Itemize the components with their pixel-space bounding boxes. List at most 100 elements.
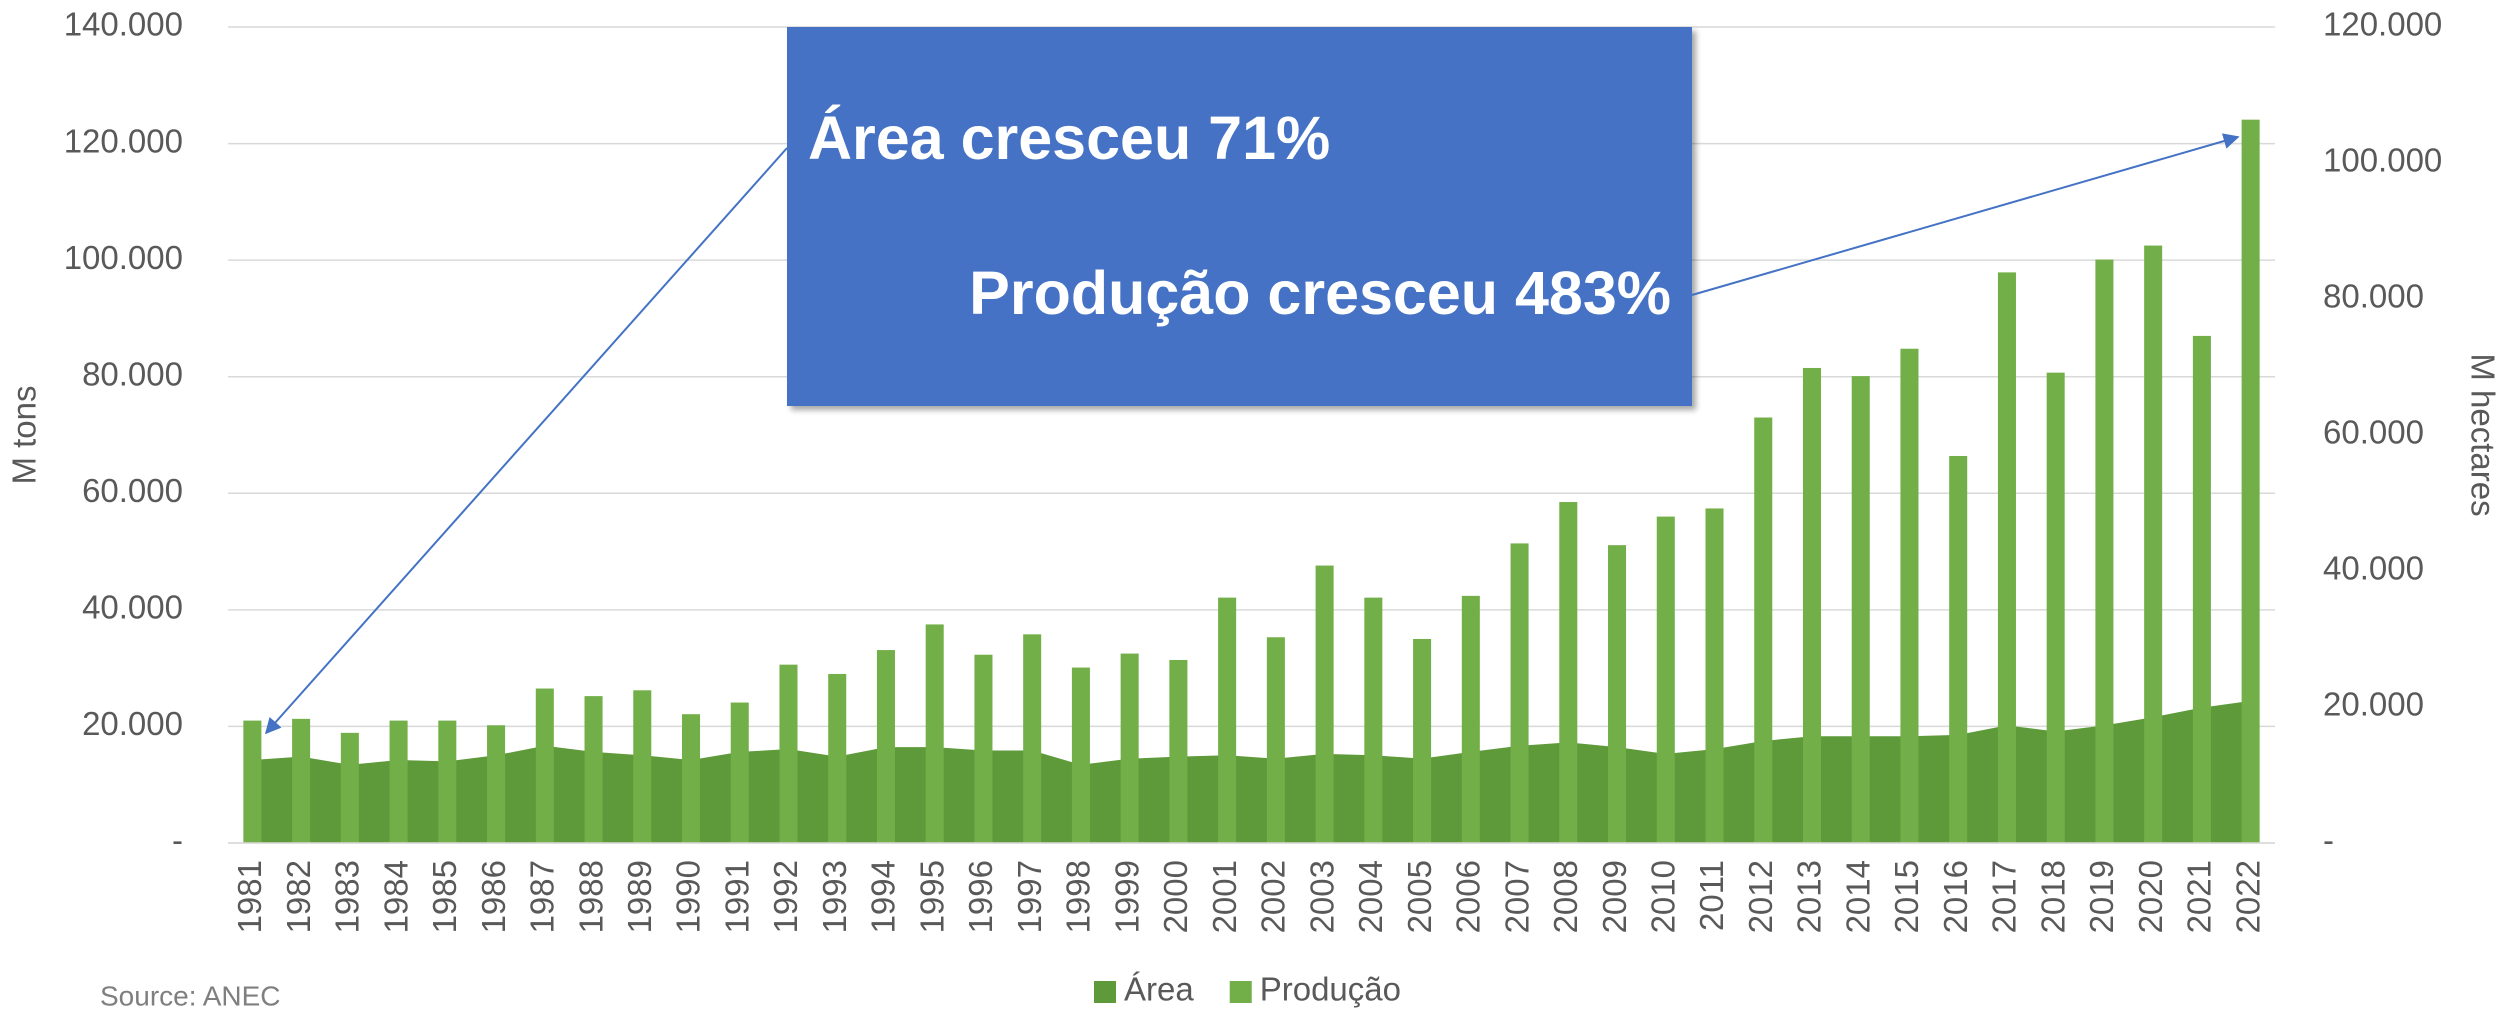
bar (2144, 245, 2163, 844)
bar (243, 720, 262, 843)
y2-tick-label: 100.000 (2323, 142, 2442, 179)
y-axis-title: M tons (6, 385, 43, 484)
x-tick-label: 2020 (2132, 860, 2169, 933)
x-tick-label: 2016 (1937, 860, 1974, 933)
arrow (264, 147, 788, 735)
x-tick-label: 2006 (1450, 860, 1487, 933)
x-tick-label: 1994 (865, 860, 902, 933)
x-tick-label: 1999 (1108, 860, 1145, 933)
bar (584, 696, 603, 843)
x-tick-label: 1984 (377, 860, 414, 933)
bar (1559, 502, 1578, 843)
bar (876, 650, 895, 843)
y-tick-label: 40.000 (82, 589, 183, 626)
x-tick-label: 2014 (1839, 860, 1876, 933)
x-tick-label: 1993 (816, 860, 853, 933)
x-tick-label: 1983 (329, 860, 366, 933)
legend-swatch (1094, 981, 1116, 1003)
bar (779, 664, 798, 843)
y-tick-label: 140.000 (64, 6, 183, 43)
bar (1656, 516, 1675, 843)
x-tick-label: 1981 (231, 860, 268, 933)
y2-tick-label: 40.000 (2323, 550, 2424, 587)
x-tick-label: 2003 (1303, 860, 1340, 933)
x-tick-label: 1986 (475, 860, 512, 933)
x-tick-label: 2004 (1352, 860, 1389, 933)
x-tick-label: 2001 (1206, 860, 1243, 933)
x-tick-label: 2013 (1791, 860, 1828, 933)
x-tick-label: 1992 (767, 860, 804, 933)
y-tick-label: 100.000 (64, 239, 183, 276)
bar (1461, 595, 1480, 843)
bar (1266, 637, 1285, 843)
bar (1949, 455, 1968, 843)
bar (438, 720, 457, 843)
y-tick-label: 120.000 (64, 122, 183, 159)
bar (1023, 634, 1042, 843)
bar (1120, 653, 1139, 843)
bar (1510, 543, 1529, 843)
x-tick-label: 1982 (280, 860, 317, 933)
y2-tick-label: 20.000 (2323, 686, 2424, 723)
legend-swatch (1229, 981, 1252, 1003)
x-tick-label: 2009 (1596, 860, 1633, 933)
x-tick-label: 2005 (1401, 860, 1438, 933)
bar (292, 718, 311, 843)
x-tick-label: 1991 (718, 860, 755, 933)
x-tick-label: 2017 (1986, 860, 2023, 933)
bar (2095, 259, 2114, 843)
annotation: Produção cresceu 483% (969, 259, 1671, 327)
bar (1315, 565, 1334, 843)
bar (828, 673, 847, 843)
y2-tick-label: - (2323, 822, 2334, 859)
y-tick-label: 80.000 (82, 355, 183, 392)
x-tick-label: 2012 (1742, 860, 1779, 933)
x-tick-label: 2021 (2181, 860, 2218, 933)
bar (1997, 272, 2016, 844)
bar (2241, 119, 2260, 843)
x-tick-label: 2007 (1498, 860, 1535, 933)
bar (2046, 372, 2065, 843)
legend-label: Produção (1260, 971, 1401, 1008)
bar (340, 732, 359, 843)
x-tick-label: 1988 (572, 860, 609, 933)
bar (1754, 417, 1773, 843)
y2-tick-label: 60.000 (2323, 414, 2424, 451)
bar (681, 714, 701, 843)
bar (1364, 597, 1383, 843)
annotation-box (787, 27, 1692, 406)
x-tick-label: 2011 (1693, 860, 1730, 931)
x-tick-label: 1989 (621, 860, 658, 933)
bar (389, 720, 408, 843)
x-tick-label: 2022 (2229, 860, 2266, 933)
x-tick-label: 2002 (1255, 860, 1292, 933)
x-tick-label: 1995 (913, 860, 950, 933)
bar (1705, 508, 1724, 843)
area (252, 700, 2251, 843)
bar (1071, 667, 1090, 843)
arrow (1691, 133, 2240, 296)
bar (925, 624, 944, 843)
x-tick-label: 1998 (1060, 860, 1097, 933)
x-tick-label: 1985 (426, 860, 463, 933)
legend-label: Área (1124, 971, 1194, 1008)
y2-tick-label: 80.000 (2323, 278, 2424, 315)
bar (1608, 545, 1627, 843)
source: Source: ANEC (100, 980, 281, 1010)
x-tick-label: 1990 (670, 860, 707, 933)
bar (2192, 335, 2211, 843)
x-tick-label: 1996 (962, 860, 999, 933)
annotation: Área cresceu 71% (808, 104, 1330, 172)
y-tick-label: - (172, 822, 183, 859)
x-tick-label: 1997 (1011, 860, 1048, 933)
bar (487, 725, 506, 843)
x-tick-label: 2000 (1157, 860, 1194, 933)
bar (535, 688, 554, 843)
bar (633, 690, 652, 843)
y-tick-label: 60.000 (82, 472, 183, 509)
bar (1218, 597, 1237, 843)
bar (974, 654, 993, 843)
x-tick-label: 2018 (2034, 860, 2071, 933)
bar (1802, 367, 1822, 843)
